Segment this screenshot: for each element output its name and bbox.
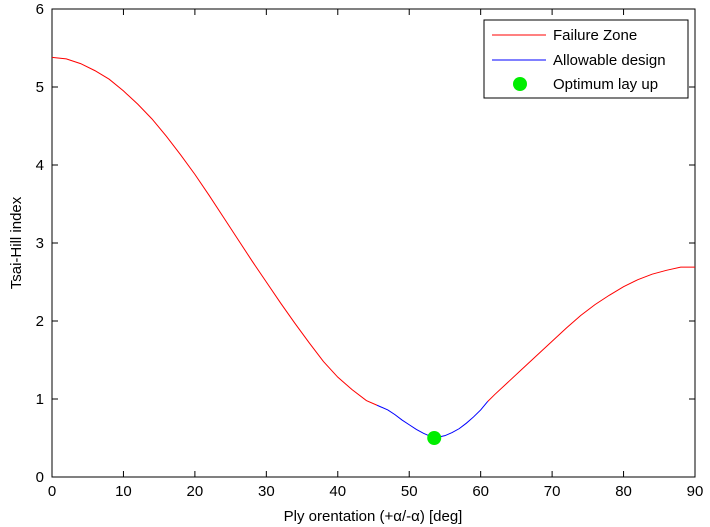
legend-failure-zone-label: Failure Zone — [553, 27, 637, 44]
series-layer — [51, 56, 695, 445]
alpha-symbol-1: α — [393, 508, 402, 525]
x-axis-title-part-2: /- — [402, 508, 411, 525]
x-tick-label-7: 70 — [544, 483, 561, 500]
y-tick-label-2: 2 — [36, 313, 44, 330]
x-axis-title-part-3: ) [deg] — [420, 508, 463, 525]
x-tick-label-5: 50 — [401, 483, 418, 500]
alpha-symbol-2: α — [411, 508, 420, 525]
y-tick-label-5: 5 — [36, 79, 44, 96]
x-tick-label-6: 60 — [472, 483, 489, 500]
y-tick-label-4: 4 — [36, 157, 44, 174]
failure-zone-line-segment-1 — [487, 266, 695, 402]
optimum-lay-up-marker-0 — [427, 431, 442, 445]
x-tick-label-8: 80 — [615, 483, 632, 500]
x-axis-title-part-1: Ply orentation (+ — [284, 508, 394, 525]
x-tick-label-3: 30 — [258, 483, 275, 500]
ticks-layer: 0 10 20 30 40 50 60 70 80 90 0 1 2 3 4 5 6 — [36, 1, 704, 500]
legend-optimum-marker — [513, 77, 527, 91]
x-tick-label-1: 10 — [115, 483, 132, 500]
x-tick-label-0: 0 — [48, 483, 56, 500]
y-tick-label-1: 1 — [36, 391, 44, 408]
legend-allowable-design-label: Allowable design — [553, 52, 666, 69]
x-tick-label-9: 90 — [687, 483, 704, 500]
y-tick-label-6: 6 — [36, 1, 44, 18]
x-axis-title: Ply orentation (+α/-α) [deg] — [284, 508, 463, 525]
y-tick-label-3: 3 — [36, 235, 44, 252]
x-tick-label-2: 20 — [187, 483, 204, 500]
failure-zone-line-segment-0 — [51, 56, 378, 406]
x-tick-label-4: 40 — [329, 483, 346, 500]
legend: Failure Zone Allowable design Optimum la… — [483, 19, 689, 99]
y-tick-label-0: 0 — [36, 469, 44, 486]
legend-optimum-label: Optimum lay up — [553, 76, 658, 93]
y-axis-title: Tsai-Hill index — [8, 196, 25, 289]
